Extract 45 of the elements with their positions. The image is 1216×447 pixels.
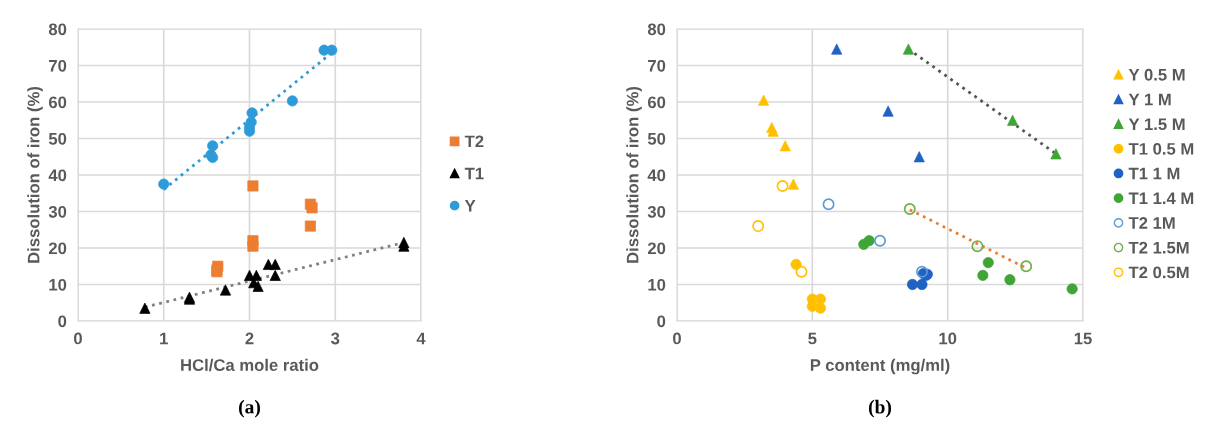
legend-label: T2 0.5M (1128, 266, 1189, 279)
y-axis-title: Dissolution of iron (%) (27, 86, 43, 263)
legend-label: T2 (464, 135, 484, 148)
legend-label: T2 1M (1128, 217, 1175, 229)
x-tick-label: 2 (245, 332, 254, 345)
legend-label: T1 1 M (1128, 167, 1180, 180)
x-tick-label: 4 (416, 332, 426, 345)
y-tick-label: 0 (657, 315, 666, 328)
legend-label: Y 0.5 M (1128, 68, 1185, 81)
y-tick-label: 70 (49, 59, 67, 72)
y-tick-label: 40 (647, 169, 666, 182)
text: (a) (239, 399, 260, 418)
y-tick-label: 60 (48, 96, 67, 109)
y-tick-label: 30 (647, 205, 666, 218)
y-tick-label: 60 (647, 96, 666, 109)
y-tick-label: 30 (48, 205, 67, 218)
text: (b) (868, 399, 892, 418)
y-tick-label: 70 (648, 59, 666, 72)
legend-label: T2 1.5M (1128, 241, 1189, 254)
legend-label: T1 0.5 M (1128, 142, 1194, 155)
legend-label: T1 1.4 M (1128, 192, 1194, 205)
y-tick-label: 20 (48, 242, 67, 255)
y-tick-label: 10 (49, 278, 67, 291)
legend-label: T1 (464, 167, 484, 180)
x-tick-label: 5 (808, 332, 817, 345)
y-axis-title: Dissolution of iron (%) (626, 86, 642, 263)
x-tick-label: 15 (1074, 332, 1092, 345)
y-tick-label: 20 (647, 242, 666, 255)
y-tick-label: 50 (647, 132, 666, 145)
x-axis-title: P content (mg/ml) (810, 358, 950, 375)
y-tick-label: 10 (648, 278, 666, 291)
y-tick-label: 50 (48, 132, 67, 145)
y-tick-label: 0 (58, 315, 67, 328)
legend-label: Y 1 M (1128, 93, 1171, 106)
x-tick-label: 0 (74, 332, 82, 345)
y-tick-label: 80 (647, 23, 666, 36)
x-tick-label: 0 (673, 332, 681, 345)
legend-label: Y 1.5 M (1128, 118, 1185, 131)
legend-label: Y (464, 200, 476, 212)
y-tick-label: 80 (48, 23, 67, 36)
x-tick-label: 3 (331, 332, 340, 345)
x-tick-label: 1 (160, 332, 168, 345)
y-tick-label: 40 (48, 169, 67, 182)
x-axis-title: HCl/Ca mole ratio (181, 358, 319, 372)
x-tick-label: 10 (939, 332, 957, 345)
